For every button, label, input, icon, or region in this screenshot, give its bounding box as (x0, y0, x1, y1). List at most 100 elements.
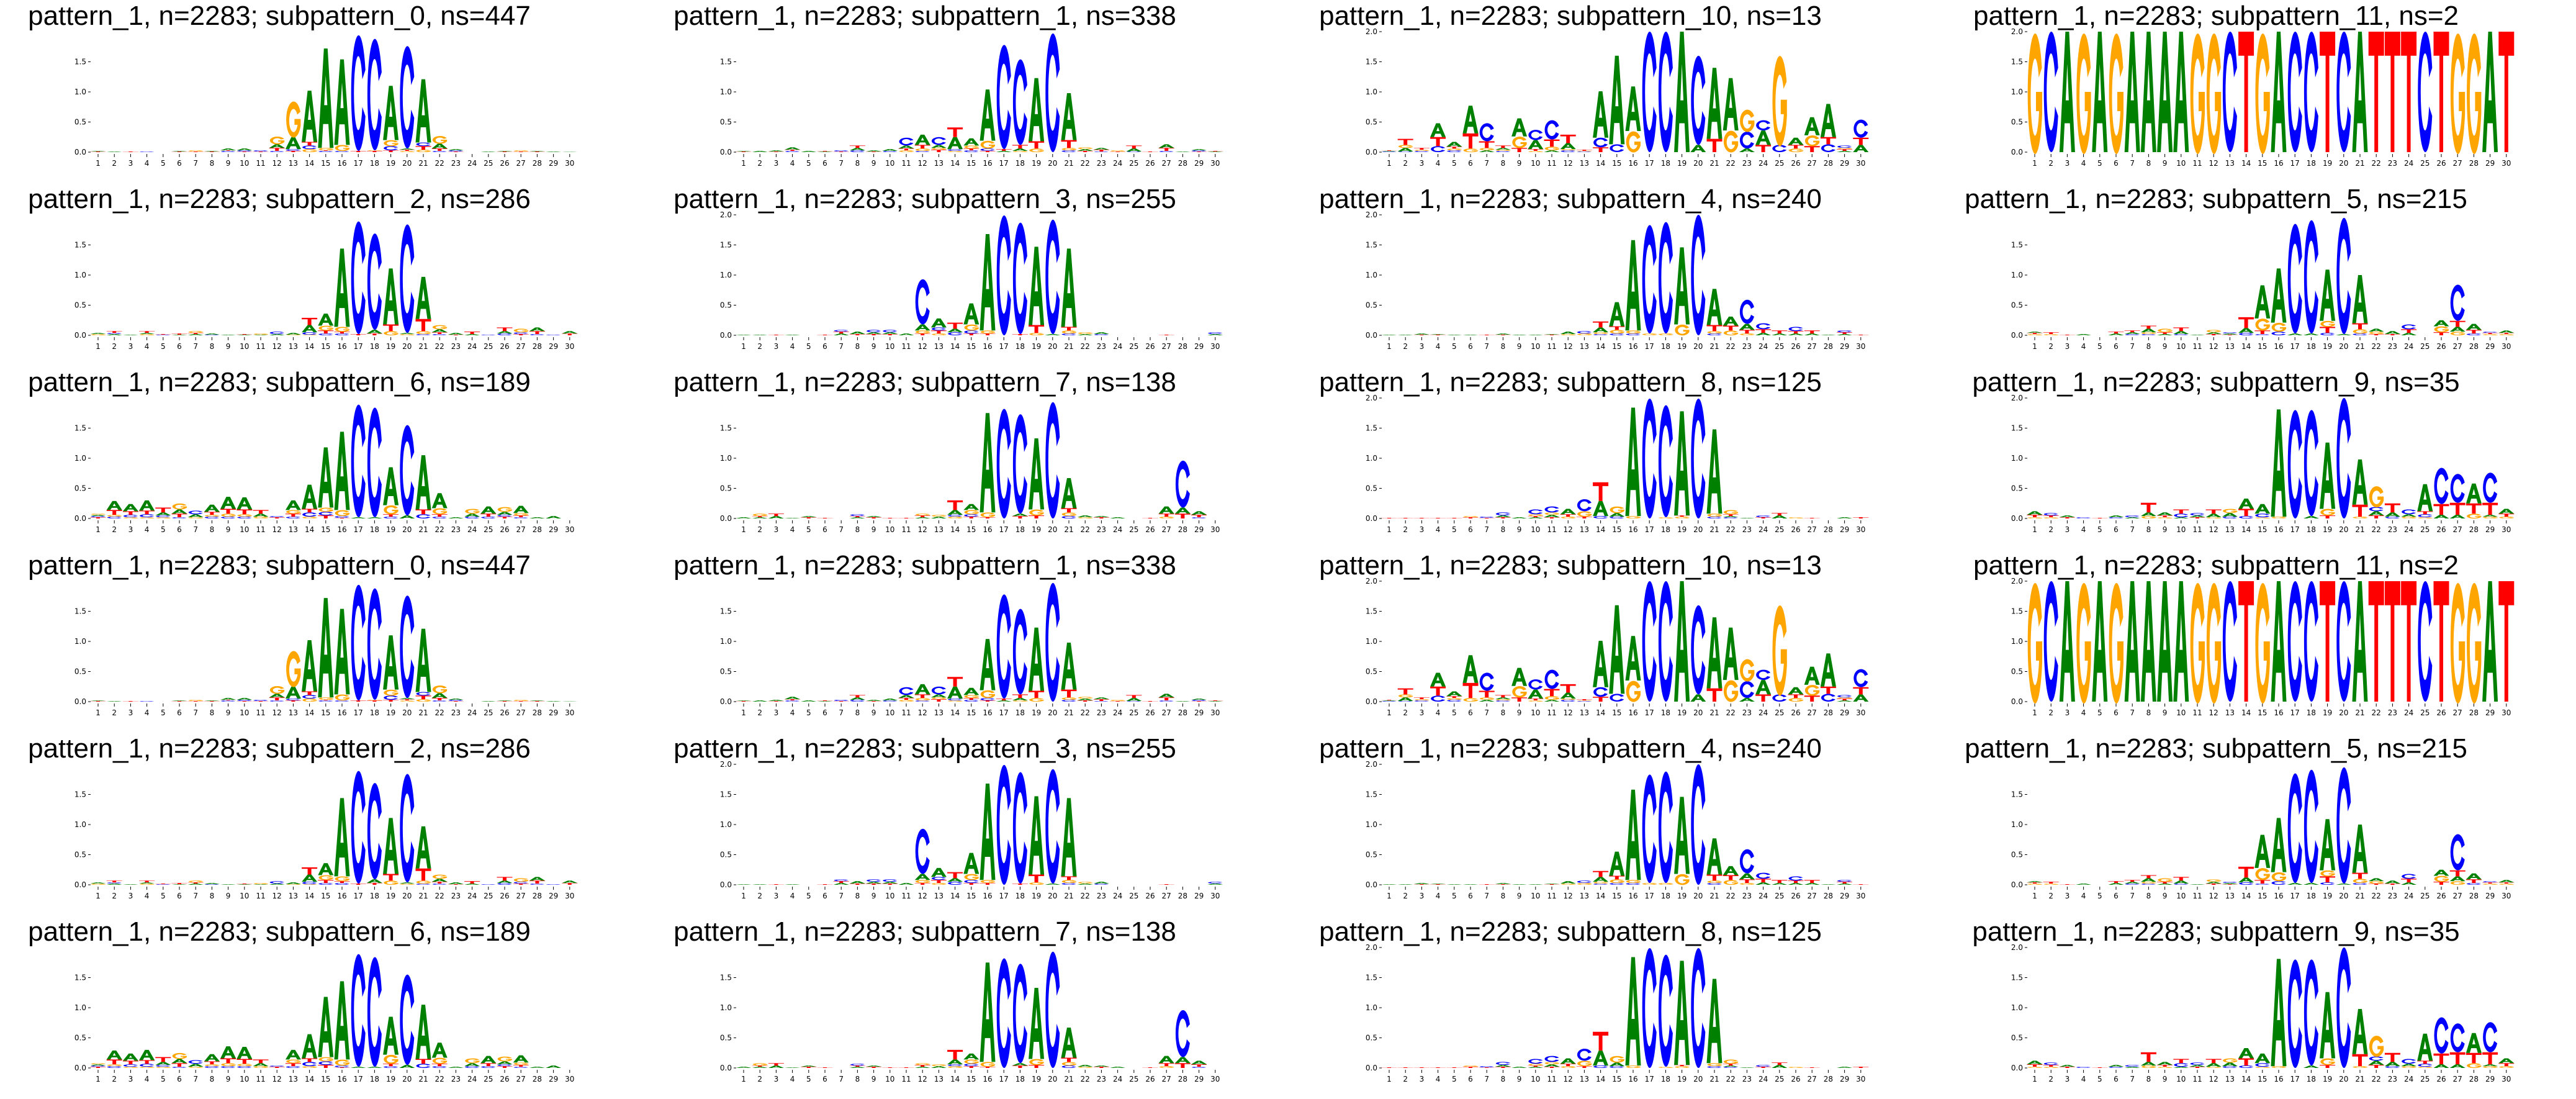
logo-letter-A-shape (90, 515, 106, 517)
logo-letter-G-shape (2499, 517, 2514, 519)
logo-letter-C-shape (367, 407, 382, 518)
x-tick-label: 22 (2372, 525, 2381, 534)
logo-letter-T (220, 509, 236, 514)
x-tick-label: 29 (2485, 892, 2495, 900)
logo-letter-A (2124, 332, 2140, 335)
logo-letter-C-shape (156, 884, 171, 885)
y-tick-label: 1.0 (74, 88, 86, 96)
logo-letter-C (2287, 581, 2302, 702)
logo-letter-C (2222, 517, 2237, 518)
x-tick-label: 12 (918, 159, 927, 168)
logo-letter-T (2320, 581, 2336, 702)
logo-letter-C (2418, 1064, 2433, 1067)
logo-letter-T (1012, 884, 1028, 885)
logo-letter-C (1593, 137, 1608, 148)
logo-letter-G-shape (1447, 148, 1462, 151)
logo-letter-A (1528, 689, 1544, 699)
logo-letter-G (253, 883, 268, 885)
logo-letter-G (269, 685, 285, 694)
logo-letter-C (1012, 414, 1027, 514)
logo-letter-A-shape (1609, 55, 1625, 145)
logo-letter-C-shape (416, 142, 431, 147)
logo-letter-C-shape (1610, 333, 1624, 335)
logo-letter-G (221, 1063, 236, 1067)
x-tick-label: 19 (2323, 892, 2332, 900)
x-tick-label: 1 (2032, 892, 2037, 900)
logo-letter-A-shape (1061, 478, 1077, 509)
logo-letter-A (1609, 1062, 1625, 1067)
x-tick-label: 9 (871, 342, 876, 351)
logo-letter-T (2205, 509, 2222, 514)
logo-letter-G (1463, 1065, 1478, 1067)
logo-letter-T-shape (1853, 687, 1869, 695)
logo-letter-G-shape (2027, 1067, 2042, 1069)
x-tick-label: 11 (2192, 159, 2202, 168)
logo-letter-T-shape (2482, 502, 2498, 515)
x-tick-label: 23 (2388, 892, 2397, 900)
logo-letter-G (2450, 582, 2466, 703)
x-tick-label: 1 (96, 1075, 101, 1083)
logo-letter-T (285, 513, 301, 517)
logo-letter-C-shape (351, 584, 366, 701)
logo-letter-T (464, 332, 480, 335)
logo-letter-G-shape (91, 334, 106, 336)
logo-letter-C-shape (1610, 694, 1624, 702)
logo-letter-C (1821, 694, 1835, 702)
logo-letter-G (2255, 1067, 2270, 1069)
logo-letter-A (2482, 32, 2498, 152)
logo-letter-C (1837, 695, 1852, 698)
logo-letter-G (1675, 874, 1690, 885)
logo-letter-T (139, 331, 155, 333)
logo-letter-G (1560, 517, 1576, 519)
x-tick-label: 9 (871, 159, 876, 168)
logo-letter-T (996, 149, 1012, 152)
logo-letter-G (2109, 582, 2123, 703)
logo-letter-C-shape (2320, 333, 2335, 335)
logo-letter-T-shape (513, 1065, 529, 1067)
logo-letter-T-shape (1495, 884, 1511, 885)
logo-letter-A-shape (1446, 142, 1462, 147)
logo-letter-T (236, 509, 253, 515)
logo-letter-C (2304, 410, 2318, 517)
y-tick-label: 2.0 (2011, 394, 2023, 402)
logo-letter-G (1496, 150, 1511, 152)
logo-letter-T-shape (1739, 330, 1755, 334)
logo-letter-T (1191, 701, 1207, 702)
logo-letter-A-shape (1706, 838, 1723, 875)
x-tick-label: 27 (516, 159, 526, 168)
logo-letter-A-shape (2140, 32, 2156, 152)
logo-letter-G-shape (2141, 1065, 2156, 1069)
logo-letter-T (1544, 139, 1560, 147)
x-tick-label: 30 (2502, 1075, 2511, 1083)
logo-letter-T (399, 150, 415, 152)
logo-letter-A (302, 91, 318, 142)
logo-letter-T (1820, 137, 1836, 145)
logo-letter-T-shape (155, 1057, 171, 1062)
x-tick-label: 23 (451, 342, 461, 351)
logo-letter-T (318, 515, 334, 518)
logo-letter-G-shape (915, 513, 930, 516)
logo-letter-A-shape (171, 1059, 187, 1064)
logo-letter-A-shape (529, 327, 545, 332)
panel-title: pattern_1, n=2283; subpattern_6, ns=189 (28, 367, 531, 397)
logo-letter-T (2384, 503, 2400, 513)
x-tick-label: 10 (1531, 708, 1540, 717)
logo-letter-C (1610, 1066, 1624, 1068)
logo-letter-C (335, 151, 349, 152)
logo-letter-G (980, 330, 995, 334)
x-tick-label: 9 (871, 525, 876, 534)
y-tick-label: 1.0 (2011, 1003, 2023, 1012)
x-tick-label: 27 (1162, 708, 1171, 717)
logo-letter-T-shape (2108, 332, 2124, 334)
logo-letter-T (2238, 581, 2254, 702)
logo-letter-T (1397, 688, 1413, 695)
logo-letter-G (1496, 699, 1511, 701)
x-tick-label: 13 (1580, 525, 1589, 534)
logo-letter-A (2271, 581, 2287, 702)
x-tick-label: 13 (934, 342, 943, 351)
logo-letter-C (497, 1064, 512, 1067)
logo-letter-T (1446, 1067, 1462, 1068)
logo-letter-C-shape (1642, 581, 1657, 702)
logo-letter-A-shape (1061, 642, 1077, 690)
x-tick-label: 21 (1064, 708, 1073, 717)
